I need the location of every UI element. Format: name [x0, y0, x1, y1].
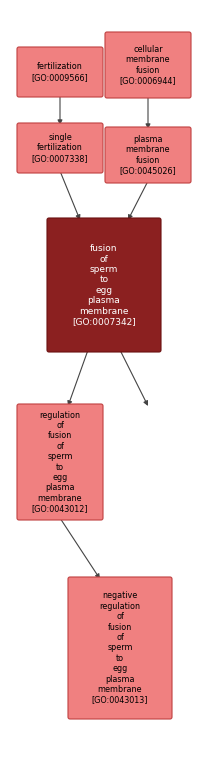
FancyBboxPatch shape	[68, 577, 171, 719]
FancyBboxPatch shape	[17, 47, 102, 97]
FancyBboxPatch shape	[104, 127, 190, 183]
Text: fertilization
[GO:0009566]: fertilization [GO:0009566]	[31, 62, 88, 82]
FancyBboxPatch shape	[104, 32, 190, 98]
Text: fusion
of
sperm
to
egg
plasma
membrane
[GO:0007342]: fusion of sperm to egg plasma membrane […	[72, 244, 135, 326]
Text: plasma
membrane
fusion
[GO:0045026]: plasma membrane fusion [GO:0045026]	[119, 135, 175, 175]
Text: regulation
of
fusion
of
sperm
to
egg
plasma
membrane
[GO:0043012]: regulation of fusion of sperm to egg pla…	[32, 411, 88, 513]
Text: negative
regulation
of
fusion
of
sperm
to
egg
plasma
membrane
[GO:0043013]: negative regulation of fusion of sperm t…	[91, 591, 148, 704]
Text: single
fertilization
[GO:0007338]: single fertilization [GO:0007338]	[32, 133, 88, 163]
FancyBboxPatch shape	[47, 218, 160, 352]
FancyBboxPatch shape	[17, 123, 102, 173]
FancyBboxPatch shape	[17, 404, 102, 520]
Text: cellular
membrane
fusion
[GO:0006944]: cellular membrane fusion [GO:0006944]	[119, 45, 175, 85]
